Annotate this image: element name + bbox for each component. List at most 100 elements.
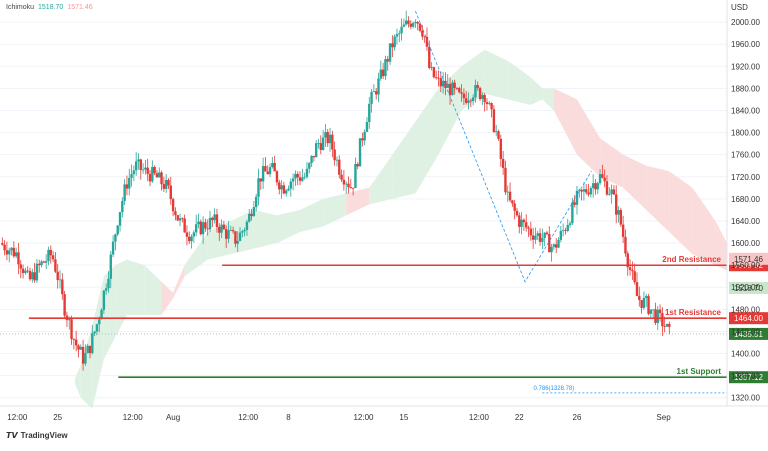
candle-body (499, 138, 503, 159)
candle-body (414, 22, 417, 24)
candle-body (374, 91, 378, 95)
x-tick-label: Aug (166, 413, 180, 422)
candle-body (114, 234, 117, 242)
candle-body (575, 190, 579, 205)
candle-body (197, 221, 200, 225)
level-label: 2nd Resistance (662, 255, 721, 264)
candle-body (257, 178, 260, 197)
y-tick-label: 1960.00 (731, 40, 760, 49)
candle-body (93, 331, 96, 334)
candle-body (308, 163, 311, 169)
candle-body (144, 167, 147, 170)
candle-body (642, 297, 646, 308)
fib-level-label: 0.786(1328.78) (534, 386, 575, 392)
price-tag (729, 281, 768, 294)
candle-body (356, 164, 359, 167)
candle-body (423, 36, 426, 38)
candle-body (104, 288, 108, 291)
candle-body (386, 59, 389, 62)
candle-body (199, 221, 202, 235)
candle-body (404, 20, 408, 25)
candle-body (33, 272, 36, 281)
candle-body (525, 222, 528, 228)
candle-body (72, 339, 76, 340)
candle-body (411, 23, 415, 27)
candle-body (654, 309, 657, 323)
candle-body (231, 230, 235, 232)
candle-body (176, 215, 179, 221)
candle-body (49, 249, 52, 256)
candle-body (476, 85, 479, 88)
candle-body (51, 255, 55, 260)
level-label: 1st Resistance (665, 308, 722, 317)
candle-body (218, 226, 221, 233)
candle-body (245, 221, 249, 230)
candle-body (28, 270, 32, 280)
candle-body (513, 203, 516, 211)
candle-body (109, 254, 112, 279)
x-tick-label: Sep (656, 413, 671, 422)
candle-body (568, 223, 572, 225)
y-tick-label: 1560.00 (731, 261, 760, 270)
candle-body (123, 184, 126, 201)
tradingview-logo: 𝙏𝙑 TradingView (6, 431, 68, 440)
candle-body (529, 228, 533, 236)
ichimoku-cloud-segment (600, 138, 624, 188)
ichimoku-cloud-segment (115, 259, 127, 337)
candle-body (278, 182, 281, 190)
candle-body (430, 67, 433, 69)
x-tick-label: 25 (53, 413, 62, 422)
y-tick-label: 1920.00 (731, 62, 760, 71)
candle-body (515, 210, 519, 216)
candle-body (379, 69, 383, 79)
price-tag (729, 371, 768, 384)
candle-body (220, 224, 223, 233)
price-tag-label: 1559.82 (734, 261, 763, 270)
ichimoku-cloud-segment (542, 88, 554, 111)
candle-body (100, 309, 103, 320)
candle-body (63, 294, 66, 316)
candle-body (416, 22, 419, 24)
candle-body (282, 185, 286, 194)
ichimoku-cloud-segment (484, 49, 508, 100)
candle-body (458, 88, 461, 93)
candle-body (564, 230, 567, 231)
candle-body (548, 234, 551, 253)
candle-body (266, 171, 269, 175)
candle-body (8, 250, 11, 255)
candle-body (626, 253, 629, 268)
price-tag (729, 327, 768, 340)
candle-body (531, 235, 535, 240)
candle-body (469, 100, 473, 102)
candle-body (508, 191, 512, 201)
candle-body (571, 202, 574, 224)
x-tick-label: 12:00 (123, 413, 144, 422)
x-tick-label: 12:00 (469, 413, 490, 422)
candle-body (74, 339, 78, 346)
candle-body (612, 189, 616, 195)
candle-body (84, 353, 87, 364)
candle-body (68, 319, 71, 321)
candle-body (555, 244, 558, 248)
candle-body (162, 184, 166, 189)
candle-body (617, 210, 620, 215)
candle-body (437, 77, 440, 79)
candle-body (31, 272, 34, 280)
candle-body (347, 183, 350, 188)
candle-body (557, 239, 560, 248)
indicator-legend[interactable]: Ichimoku 1518.70 1571.46 (6, 4, 93, 11)
candle-body (460, 92, 463, 94)
candle-body (160, 172, 163, 185)
fib-zigzag-line (415, 10, 592, 283)
candle-body (520, 219, 523, 227)
candle-body (35, 263, 39, 281)
candle-body (169, 185, 172, 200)
candle-body (541, 238, 544, 242)
ichimoku-cloud-segment (715, 220, 727, 271)
candle-body (656, 309, 659, 323)
candle-body (645, 296, 648, 298)
candle-body (24, 270, 27, 274)
y-tick-label: 1320.00 (731, 394, 760, 403)
y-tick-label: 1720.00 (731, 173, 760, 182)
candle-body (17, 252, 20, 265)
